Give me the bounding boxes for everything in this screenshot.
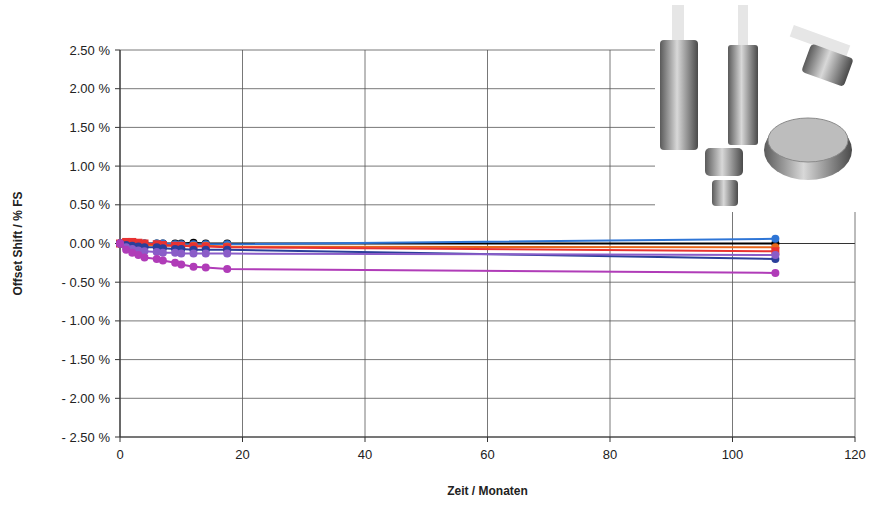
data-point xyxy=(116,240,124,248)
x-tick-label: 0 xyxy=(116,447,123,462)
data-point xyxy=(177,260,185,268)
x-tick-label: 80 xyxy=(603,447,617,462)
y-tick-label: 0.50 % xyxy=(70,197,111,212)
plot-data xyxy=(116,235,779,277)
data-point xyxy=(159,249,167,257)
series-line xyxy=(120,244,775,273)
series-line xyxy=(120,239,775,244)
y-tick-label: - 1.50 % xyxy=(62,352,111,367)
data-point xyxy=(202,263,210,271)
y-tick-label: 0.00 % xyxy=(70,236,111,251)
x-tick xyxy=(487,437,488,442)
y-tick xyxy=(115,320,120,321)
data-point xyxy=(771,269,779,277)
data-point xyxy=(190,263,198,271)
data-point xyxy=(116,240,124,248)
y-tick xyxy=(115,437,120,438)
data-point xyxy=(223,265,231,273)
x-tick xyxy=(732,437,733,442)
y-axis-title: Offset Shift / % FS xyxy=(11,191,25,295)
data-point xyxy=(771,235,779,243)
data-point xyxy=(141,253,149,261)
y-tick-label: 1.50 % xyxy=(70,120,111,135)
data-point xyxy=(177,250,185,258)
data-point xyxy=(116,240,124,248)
data-point xyxy=(771,251,779,259)
data-point xyxy=(223,250,231,258)
y-tick-label: - 1.00 % xyxy=(62,313,111,328)
y-tick-label: - 0.50 % xyxy=(62,275,111,290)
y-tick-label: - 2.00 % xyxy=(62,391,111,406)
y-tick-label: 1.00 % xyxy=(70,159,111,174)
y-tick xyxy=(115,204,120,205)
x-tick-label: 100 xyxy=(722,447,744,462)
y-tick-label: 2.50 % xyxy=(70,43,111,58)
data-point xyxy=(202,250,210,258)
product-photo xyxy=(655,0,885,212)
x-tick xyxy=(242,437,243,442)
y-tick xyxy=(115,398,120,399)
y-tick-label: - 2.50 % xyxy=(62,430,111,445)
y-tick-label: 2.00 % xyxy=(70,81,111,96)
data-point xyxy=(159,257,167,265)
data-point xyxy=(116,240,124,248)
y-tick xyxy=(115,88,120,89)
series-line xyxy=(120,244,775,256)
x-tick-label: 120 xyxy=(844,447,866,462)
y-tick xyxy=(115,282,120,283)
x-tick xyxy=(365,437,366,442)
y-grid-line xyxy=(120,437,855,438)
y-tick xyxy=(115,50,120,51)
x-tick-label: 40 xyxy=(358,447,372,462)
x-axis-line xyxy=(120,436,855,437)
y-tick xyxy=(115,359,120,360)
data-point xyxy=(116,240,124,248)
y-tick xyxy=(115,127,120,128)
y-tick xyxy=(115,166,120,167)
x-tick xyxy=(120,437,121,442)
x-tick-label: 20 xyxy=(235,447,249,462)
chart: - 2.50 % - 2.00 % - 1.50 % - 1.00 % - 0.50 %… xyxy=(0,0,892,507)
x-tick xyxy=(855,437,856,442)
x-axis-title: Zeit / Monaten xyxy=(447,484,528,498)
data-point xyxy=(116,240,124,248)
data-point xyxy=(116,240,124,248)
series-line xyxy=(120,244,775,259)
x-tick-label: 60 xyxy=(480,447,494,462)
data-point xyxy=(190,250,198,258)
x-tick xyxy=(610,437,611,442)
